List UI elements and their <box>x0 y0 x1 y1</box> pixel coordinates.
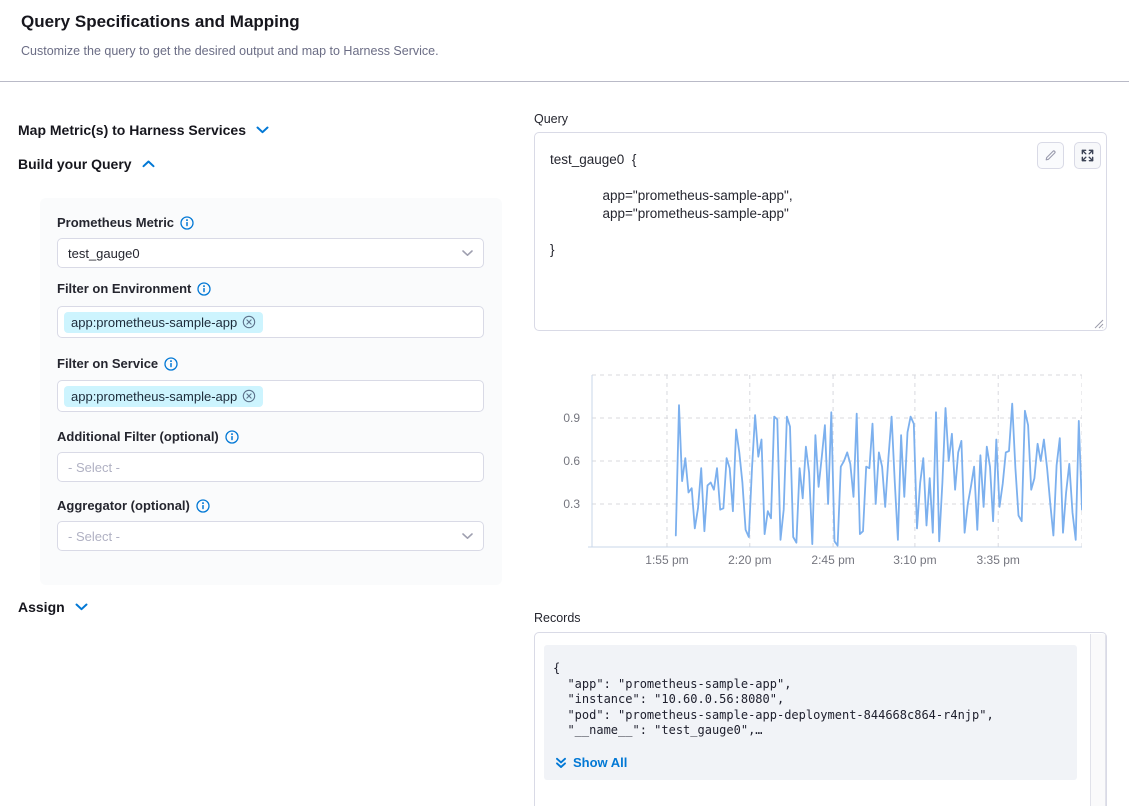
chevron-down-icon <box>256 126 269 134</box>
section-build-query-label: Build your Query <box>18 156 132 172</box>
info-icon[interactable] <box>225 429 239 444</box>
edit-query-button[interactable] <box>1037 142 1064 169</box>
section-build-query[interactable]: Build your Query <box>18 156 155 172</box>
label-text: Prometheus Metric <box>57 215 175 230</box>
chevron-down-icon <box>75 603 88 611</box>
expand-query-button[interactable] <box>1074 142 1101 169</box>
svg-text:3:10 pm: 3:10 pm <box>893 553 936 567</box>
resize-handle[interactable] <box>1092 316 1104 329</box>
filter-service-tag: app:prometheus-sample-app <box>64 385 264 407</box>
select-chevron-icon <box>462 532 473 539</box>
filter-service-label: Filter on Service <box>57 356 178 371</box>
svg-text:0.3: 0.3 <box>563 497 580 511</box>
tag-text: app:prometheus-sample-app <box>71 314 238 330</box>
expand-icon <box>1081 149 1094 162</box>
filter-environment-tag: app:prometheus-sample-app <box>64 311 264 333</box>
additional-filter-label: Additional Filter (optional) <box>57 429 239 444</box>
record-card: { "app": "prometheus-sample-app", "insta… <box>544 645 1077 780</box>
pencil-icon <box>1045 150 1056 161</box>
section-map-metrics[interactable]: Map Metric(s) to Harness Services <box>18 122 269 138</box>
aggregator-label: Aggregator (optional) <box>57 498 210 513</box>
info-icon[interactable] <box>180 215 194 230</box>
metric-preview-chart: 0.3 0.6 0.9 1:55 pm 2:20 pm 2:45 pm 3:10 pm 3:3… <box>534 368 1083 573</box>
query-form-panel: Prometheus Metric test_gauge0 Filter on … <box>40 198 502 585</box>
svg-text:2:20 pm: 2:20 pm <box>728 553 771 567</box>
query-panel-label: Query <box>534 112 569 126</box>
label-text: Aggregator (optional) <box>57 498 190 513</box>
svg-text:0.6: 0.6 <box>563 454 580 468</box>
select-chevron-icon <box>462 249 473 256</box>
svg-text:3:35 pm: 3:35 pm <box>977 553 1020 567</box>
remove-tag-icon[interactable] <box>242 389 256 403</box>
filter-service-input[interactable]: app:prometheus-sample-app <box>57 380 484 412</box>
aggregator-select[interactable]: - Select - <box>57 521 484 551</box>
additional-filter-placeholder: - Select - <box>68 459 121 475</box>
label-text: Filter on Environment <box>57 281 192 296</box>
show-all-label: Show All <box>573 755 628 770</box>
section-map-metrics-label: Map Metric(s) to Harness Services <box>18 122 246 138</box>
aggregator-placeholder: - Select - <box>68 528 121 544</box>
section-assign[interactable]: Assign <box>18 599 88 615</box>
prometheus-metric-label: Prometheus Metric <box>57 215 194 230</box>
info-icon[interactable] <box>197 281 211 296</box>
label-text: Filter on Service <box>57 356 159 371</box>
label-text: Additional Filter (optional) <box>57 429 219 444</box>
section-assign-label: Assign <box>18 599 65 615</box>
filter-environment-input[interactable]: app:prometheus-sample-app <box>57 306 484 338</box>
filter-environment-label: Filter on Environment <box>57 281 211 296</box>
vertical-scrollbar[interactable] <box>1090 634 1106 806</box>
record-json: { "app": "prometheus-sample-app", "insta… <box>553 661 994 737</box>
prometheus-metric-value: test_gauge0 <box>68 245 140 261</box>
query-editor[interactable]: test_gauge0 { app="prometheus-sample-app… <box>534 132 1107 331</box>
query-code: test_gauge0 { app="prometheus-sample-app… <box>550 152 793 257</box>
chevron-up-icon <box>142 160 155 168</box>
page-subtitle: Customize the query to get the desired o… <box>21 44 439 58</box>
info-icon[interactable] <box>196 498 210 513</box>
records-panel-label: Records <box>534 611 581 625</box>
double-chevron-down-icon <box>556 757 566 768</box>
info-icon[interactable] <box>164 356 178 371</box>
page-title: Query Specifications and Mapping <box>21 12 300 31</box>
additional-filter-input[interactable]: - Select - <box>57 452 484 482</box>
show-all-button[interactable]: Show All <box>555 755 627 770</box>
remove-tag-icon[interactable] <box>242 315 256 329</box>
header-divider <box>0 81 1129 82</box>
svg-text:2:45 pm: 2:45 pm <box>811 553 854 567</box>
svg-text:1:55 pm: 1:55 pm <box>645 553 688 567</box>
svg-text:0.9: 0.9 <box>563 411 580 425</box>
records-panel: { "app": "prometheus-sample-app", "insta… <box>534 632 1107 806</box>
tag-text: app:prometheus-sample-app <box>71 388 238 404</box>
prometheus-metric-select[interactable]: test_gauge0 <box>57 238 484 268</box>
line-chart: 0.3 0.6 0.9 1:55 pm 2:20 pm 2:45 pm 3:10 pm 3:3… <box>563 374 1083 567</box>
